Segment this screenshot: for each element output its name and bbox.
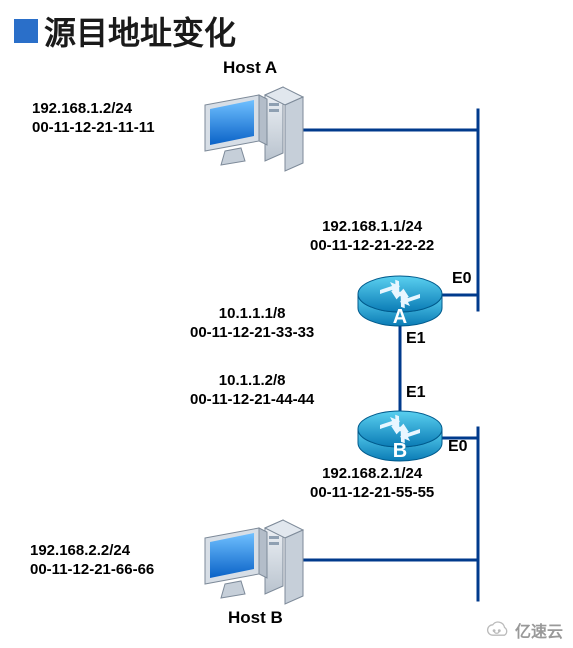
router-a-e0-ip: 192.168.1.1/24 xyxy=(310,218,434,237)
watermark: 亿速云 xyxy=(485,618,563,642)
router-b-e0-mac: 00-11-12-21-55-55 xyxy=(310,484,434,503)
watermark-text: 亿速云 xyxy=(515,618,563,642)
router-a-e0-label: E0 xyxy=(452,270,472,288)
host-b-name: Host B xyxy=(228,608,283,628)
host-b-mac: 00-11-12-21-66-66 xyxy=(30,561,154,580)
router-a-e1-label: E1 xyxy=(406,330,426,348)
host-a-ip: 192.168.1.2/24 xyxy=(32,100,155,119)
host-a-icon xyxy=(205,87,303,171)
router-a-letter: A xyxy=(390,306,410,329)
router-b-e0-label: E0 xyxy=(448,438,468,456)
watermark-icon xyxy=(485,620,511,640)
router-b-e1-label: E1 xyxy=(406,384,426,402)
host-b-ip: 192.168.2.2/24 xyxy=(30,542,154,561)
router-b-e0-ip: 192.168.2.1/24 xyxy=(310,465,434,484)
router-b-e1-ip: 10.1.1.2/8 xyxy=(190,372,314,391)
router-a-e1-ip: 10.1.1.1/8 xyxy=(190,305,314,324)
router-b-e1-mac: 00-11-12-21-44-44 xyxy=(190,391,314,410)
host-a-name: Host A xyxy=(223,58,277,78)
host-a-mac: 00-11-12-21-11-11 xyxy=(32,119,155,138)
router-b-letter: B xyxy=(390,440,410,463)
router-a-e0-mac: 00-11-12-21-22-22 xyxy=(310,237,434,256)
router-a-e1-mac: 00-11-12-21-33-33 xyxy=(190,324,314,343)
host-b-icon xyxy=(205,520,303,604)
